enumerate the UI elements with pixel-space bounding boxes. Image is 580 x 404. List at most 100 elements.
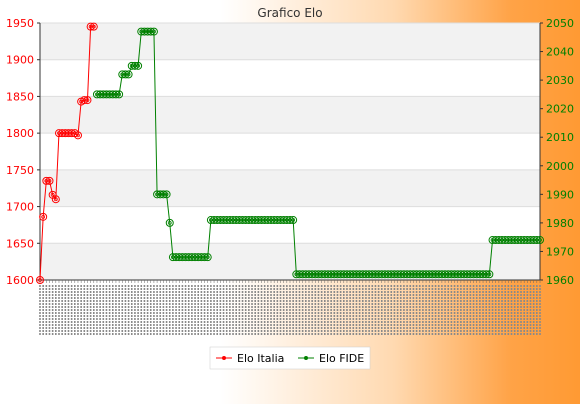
elo-fide-point [102, 90, 111, 99]
elo-fide-point [488, 236, 497, 245]
elo-fide-point [456, 270, 465, 279]
elo-fide-point [393, 270, 402, 279]
elo-fide-point [159, 190, 168, 199]
elo-fide-point [399, 270, 408, 279]
right-tick-label: 2010 [546, 131, 574, 144]
elo-fide-point [466, 270, 475, 279]
elo-italia-point [64, 129, 73, 138]
elo-fide-point [187, 253, 196, 262]
left-tick-label: 1800 [6, 127, 34, 140]
elo-fide-point [460, 270, 469, 279]
elo-italia-point [83, 96, 92, 105]
elo-fide-point [352, 270, 361, 279]
elo-fide-point [434, 270, 443, 279]
elo-fide-point [273, 216, 282, 225]
elo-italia-point [45, 176, 54, 185]
elo-fide-point [282, 216, 291, 225]
left-tick-label: 1750 [6, 164, 34, 177]
elo-fide-point [342, 270, 351, 279]
elo-fide-point-inner [136, 63, 141, 68]
series-elo-fide [92, 27, 544, 279]
elo-fide-point [365, 270, 374, 279]
elo-fide-point [437, 270, 446, 279]
grid-band [40, 169, 540, 207]
left-tick-label: 1700 [6, 201, 34, 214]
elo-fide-point [111, 90, 120, 99]
elo-fide-point [232, 216, 241, 225]
elo-fide-point [308, 270, 317, 279]
elo-fide-point [346, 270, 355, 279]
elo-fide-point [298, 270, 307, 279]
elo-fide-point [485, 270, 494, 279]
elo-fide-point [172, 253, 181, 262]
elo-fide-point [409, 270, 418, 279]
elo-italia-point [39, 212, 48, 221]
elo-fide-point [96, 90, 105, 99]
elo-italia-point-inner [76, 133, 80, 138]
elo-fide-point [355, 270, 364, 279]
elo-italia-point-inner [38, 278, 42, 282]
elo-italia-point-inner [50, 192, 55, 197]
grid-band [40, 96, 540, 134]
elo-fide-point [320, 270, 329, 279]
elo-fide-point [447, 270, 456, 279]
elo-fide-point [191, 253, 200, 262]
elo-fide-point [127, 61, 136, 70]
elo-fide-point [403, 270, 412, 279]
legend-fide-label: Elo FIDE [319, 352, 364, 365]
grid-band [40, 23, 540, 60]
left-tick-label: 1950 [6, 17, 34, 30]
elo-fide-point [526, 236, 535, 245]
elo-fide-point [317, 270, 326, 279]
elo-fide-point [130, 61, 139, 70]
elo-fide-point [178, 253, 187, 262]
elo-fide-point [251, 216, 260, 225]
elo-fide-point [377, 270, 386, 279]
elo-fide-point [361, 270, 370, 279]
elo-fide-point [238, 216, 247, 225]
left-tick-label: 1650 [6, 237, 34, 250]
elo-italia-point-inner [53, 197, 58, 202]
elo-fide-point [510, 236, 519, 245]
elo-italia-point-inner [91, 24, 96, 29]
elo-fide-point [380, 270, 389, 279]
elo-fide-point [415, 270, 424, 279]
right-tick-label: 1970 [546, 245, 574, 258]
elo-fide-point [156, 190, 165, 199]
elo-fide-point [254, 216, 263, 225]
elo-fide-point-inner [117, 92, 122, 97]
elo-fide-point [327, 270, 336, 279]
elo-italia-point-inner [85, 98, 90, 102]
elo-italia-point [73, 131, 82, 140]
elo-fide-point [219, 216, 228, 225]
elo-fide-point [333, 270, 342, 279]
elo-fide-point-inner [538, 238, 542, 242]
right-tick-label: 1980 [546, 217, 574, 230]
elo-fide-point [200, 253, 209, 262]
series-elo-italia [36, 22, 98, 284]
elo-italia-point [42, 176, 51, 185]
elo-fide-point [422, 270, 431, 279]
elo-italia-point-inner [47, 178, 52, 183]
elo-italia-point [89, 22, 98, 31]
elo-fide-point [206, 216, 215, 225]
right-tick-label: 2020 [546, 103, 574, 116]
elo-fide-point [523, 236, 532, 245]
elo-fide-point [140, 27, 149, 36]
elo-italia-point [80, 96, 89, 105]
elo-fide-point [498, 236, 507, 245]
elo-fide-point [263, 216, 272, 225]
elo-fide-point [425, 270, 434, 279]
elo-fide-point [330, 270, 339, 279]
elo-fide-point-inner [291, 218, 296, 222]
elo-fide-point [210, 216, 219, 225]
elo-fide-point [99, 90, 108, 99]
elo-fide-point [349, 270, 358, 279]
elo-fide-point [469, 270, 478, 279]
elo-fide-point [270, 216, 279, 225]
elo-italia-point [36, 276, 44, 284]
x-axis-labels [39, 280, 541, 335]
legend-box [209, 346, 371, 370]
elo-fide-point [248, 216, 257, 225]
right-tick-label: 2050 [546, 17, 574, 30]
